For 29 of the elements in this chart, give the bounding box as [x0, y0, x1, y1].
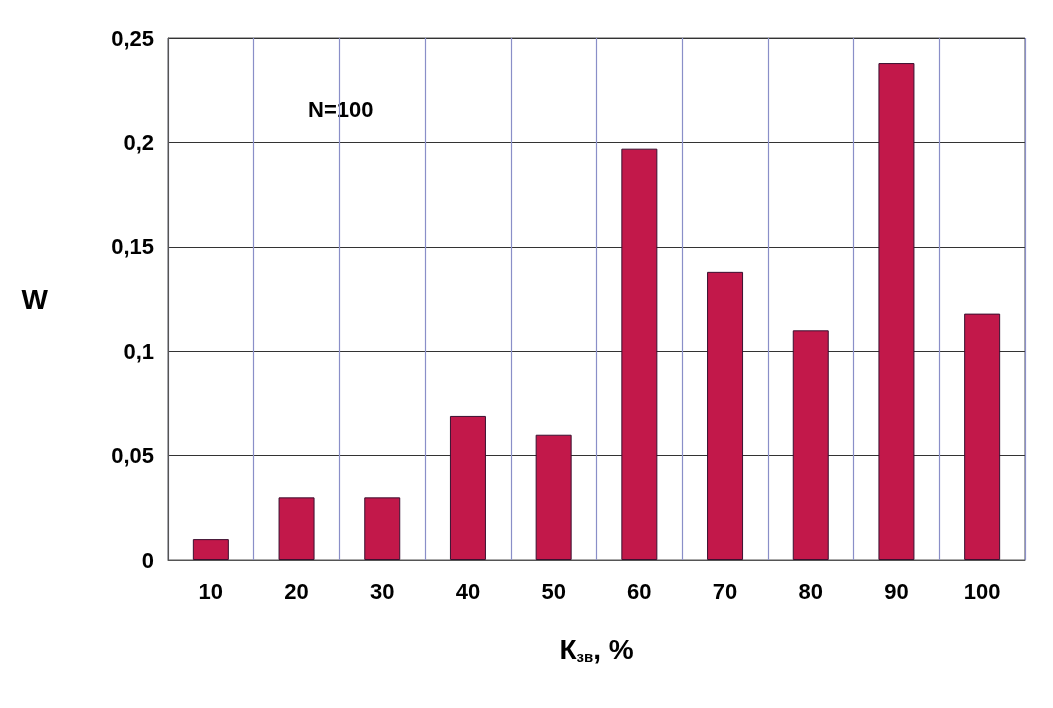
x-tick-label: 80 — [798, 578, 823, 604]
y-tick-label: 0,2 — [123, 129, 154, 155]
x-tick-label: 60 — [627, 578, 652, 604]
x-tick-label: 100 — [963, 578, 1001, 604]
bar — [878, 63, 915, 560]
x-tick-label: 70 — [712, 578, 738, 604]
y-tick-label: 0,15 — [111, 234, 154, 260]
bar — [449, 415, 486, 560]
bar — [621, 148, 658, 560]
y-tick-label: 0,25 — [111, 25, 154, 51]
x-tick-label: 40 — [455, 578, 481, 604]
bar — [964, 313, 1001, 560]
x-tick-label: 50 — [541, 578, 566, 604]
bar — [364, 497, 401, 560]
x-tick-label: 20 — [284, 578, 309, 604]
x-axis-title: Кзв, % — [559, 634, 634, 665]
bar — [278, 497, 315, 560]
bar — [192, 539, 229, 560]
y-tick-label: 0 — [141, 547, 154, 573]
bar — [535, 434, 572, 560]
x-tick-label: 10 — [198, 578, 224, 604]
x-tick-label: 90 — [884, 578, 909, 604]
y-axis-title: W — [21, 283, 49, 315]
y-tick-label: 0,05 — [111, 443, 154, 469]
bar — [792, 330, 829, 560]
annotation: N=100 — [308, 96, 374, 122]
x-tick-label: 30 — [370, 578, 395, 604]
y-tick-label: 0,1 — [123, 338, 154, 364]
bar — [707, 271, 744, 560]
